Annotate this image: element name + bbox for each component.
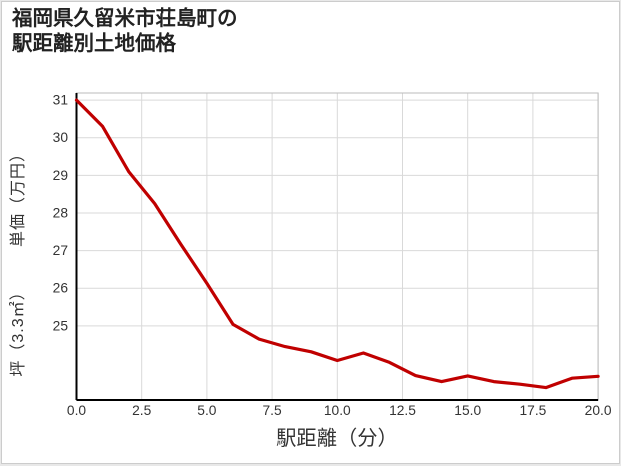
svg-text:7.5: 7.5 <box>263 403 283 418</box>
svg-text:5.0: 5.0 <box>197 403 217 418</box>
svg-text:駅距離（分）: 駅距離（分） <box>276 427 398 450</box>
svg-text:2.5: 2.5 <box>132 403 152 418</box>
svg-text:坪（3.3㎡）: 坪（3.3㎡） <box>9 283 27 376</box>
svg-text:30: 30 <box>53 130 69 145</box>
svg-text:17.5: 17.5 <box>519 403 546 418</box>
svg-text:26: 26 <box>53 281 69 296</box>
svg-text:27: 27 <box>53 243 68 258</box>
svg-text:単価（万円）: 単価（万円） <box>9 145 27 247</box>
svg-text:12.5: 12.5 <box>389 403 416 418</box>
svg-text:10.0: 10.0 <box>324 403 351 418</box>
svg-text:31: 31 <box>53 93 68 108</box>
svg-text:29: 29 <box>53 168 69 183</box>
svg-text:20.0: 20.0 <box>585 403 612 418</box>
svg-text:0.0: 0.0 <box>67 403 87 418</box>
svg-text:28: 28 <box>53 205 69 220</box>
svg-text:15.0: 15.0 <box>454 403 481 418</box>
svg-text:25: 25 <box>53 318 69 333</box>
